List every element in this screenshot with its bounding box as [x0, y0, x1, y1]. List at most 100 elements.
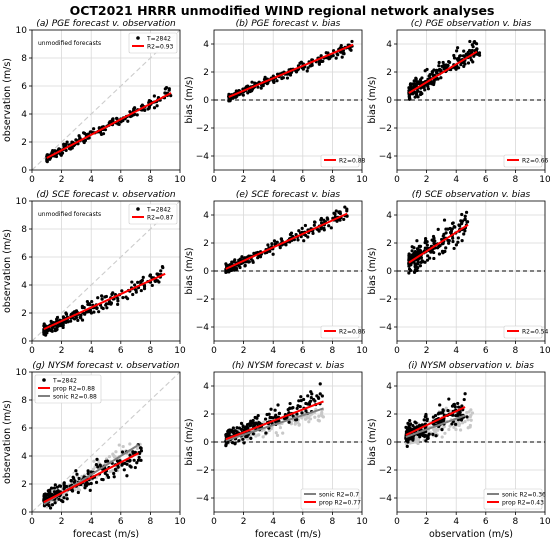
- scatter-point: [428, 256, 432, 260]
- x-tick-label: 8: [513, 175, 519, 185]
- scatter-point: [407, 95, 411, 99]
- scatter-point: [146, 107, 150, 111]
- y-tick-label: −2: [196, 295, 209, 305]
- scatter-point: [438, 403, 442, 407]
- y-axis-label: bias (m/s): [184, 247, 195, 294]
- legend: R2=0.54: [503, 325, 549, 339]
- scatter-point: [74, 316, 79, 320]
- scatter-point: [247, 260, 251, 264]
- scatter-point: [444, 63, 449, 67]
- scatter-point: [462, 232, 466, 236]
- scatter-point: [441, 241, 445, 245]
- scatter-point: [446, 227, 450, 231]
- scatter-point: [410, 253, 414, 257]
- scatter-point: [227, 99, 231, 103]
- scatter-point: [457, 405, 461, 409]
- scatter-point: [342, 217, 346, 222]
- scatter-point: [350, 39, 354, 44]
- scatter-point: [252, 423, 256, 427]
- scatter-point: [251, 418, 255, 423]
- scatter-point: [334, 56, 338, 60]
- scatter-point: [86, 471, 90, 476]
- scatter-point: [425, 258, 430, 262]
- scatter-point: [138, 451, 142, 456]
- y-tick-label: 2: [21, 480, 27, 490]
- plot-area: [214, 205, 362, 274]
- scatter-point: [309, 390, 313, 394]
- subplot-b: 0 2 4 6 8 10 −4 −2 0 2 4 (b) PGE forecast v. bias bi…: [184, 19, 368, 185]
- y-tick-label: 10: [16, 26, 28, 36]
- scatter-point: [404, 425, 408, 429]
- scatter-point: [64, 311, 68, 315]
- scatter-point: [104, 303, 108, 307]
- scatter-point: [307, 420, 311, 424]
- scatter-point: [448, 230, 453, 235]
- scatter-point: [272, 80, 276, 84]
- scatter-point: [59, 323, 64, 328]
- scatter-point: [248, 89, 252, 94]
- scatter-point: [81, 131, 86, 135]
- scatter-point: [91, 467, 96, 471]
- scatter-point: [148, 274, 152, 278]
- scatter-point: [275, 240, 279, 244]
- scatter-point: [459, 418, 464, 422]
- scatter-point: [443, 249, 447, 253]
- scatter-point: [423, 415, 427, 419]
- scatter-point: [432, 256, 436, 261]
- scatter-point: [444, 231, 448, 235]
- scatter-point: [456, 46, 460, 50]
- scatter-point: [253, 415, 257, 420]
- scatter-point: [242, 441, 246, 445]
- scatter-point: [110, 292, 114, 296]
- scatter-point: [329, 54, 333, 59]
- x-tick-label: 2: [241, 517, 247, 527]
- scatter-point: [477, 51, 482, 55]
- axes-frame: [396, 371, 546, 513]
- scatter-point: [302, 239, 306, 243]
- scatter-point: [241, 437, 245, 441]
- scatter-point: [101, 477, 105, 482]
- legend-box: [128, 203, 178, 225]
- x-tick-label: 10: [356, 517, 368, 527]
- scatter-point: [466, 61, 471, 65]
- x-tick-label: 4: [270, 517, 276, 527]
- x-tick-label: 2: [59, 346, 65, 356]
- scatter-point: [237, 426, 242, 430]
- x-tick-label: 0: [29, 517, 35, 527]
- scatter-point: [447, 241, 451, 245]
- scatter-point: [452, 246, 456, 251]
- scatter-point: [465, 220, 469, 224]
- scatter-point: [120, 463, 124, 467]
- scatter-point: [454, 422, 458, 426]
- subplot-a: 0 2 4 6 8 10 0 2 4 6 8 10 (a) PGE forecast v. observ…: [2, 19, 186, 185]
- scatter-point: [79, 313, 83, 317]
- scatter-point: [277, 411, 282, 415]
- scatter-point: [300, 411, 304, 415]
- x-tick-label: 8: [148, 517, 154, 527]
- scatter-point: [435, 71, 439, 75]
- x-tick-label: 6: [300, 175, 306, 185]
- scatter-point: [230, 441, 235, 445]
- fit-line: [225, 400, 324, 441]
- plot-area: [214, 39, 362, 103]
- scatter-point: [444, 406, 448, 410]
- x-tick-label: 8: [148, 346, 154, 356]
- scatter-point: [317, 229, 321, 233]
- scatter-point: [42, 324, 46, 328]
- scatter-point: [246, 91, 250, 95]
- scatter-point: [295, 412, 299, 416]
- subplot-title: (f) SCE observation v. bias: [412, 190, 531, 200]
- scatter-point: [459, 63, 463, 67]
- scatter-point: [318, 382, 322, 386]
- scatter-point: [419, 256, 423, 260]
- scatter-point: [447, 59, 451, 64]
- scatter-point: [461, 421, 465, 425]
- scatter-point: [150, 283, 154, 288]
- scatter-point: [440, 427, 444, 432]
- legend-entry: T=2842: [146, 207, 171, 214]
- scatter-point: [245, 437, 250, 441]
- x-axis-label: observation (m/s): [429, 529, 513, 538]
- scatter-point: [431, 432, 435, 436]
- scatter-point: [47, 503, 51, 508]
- scatter-point: [321, 415, 325, 419]
